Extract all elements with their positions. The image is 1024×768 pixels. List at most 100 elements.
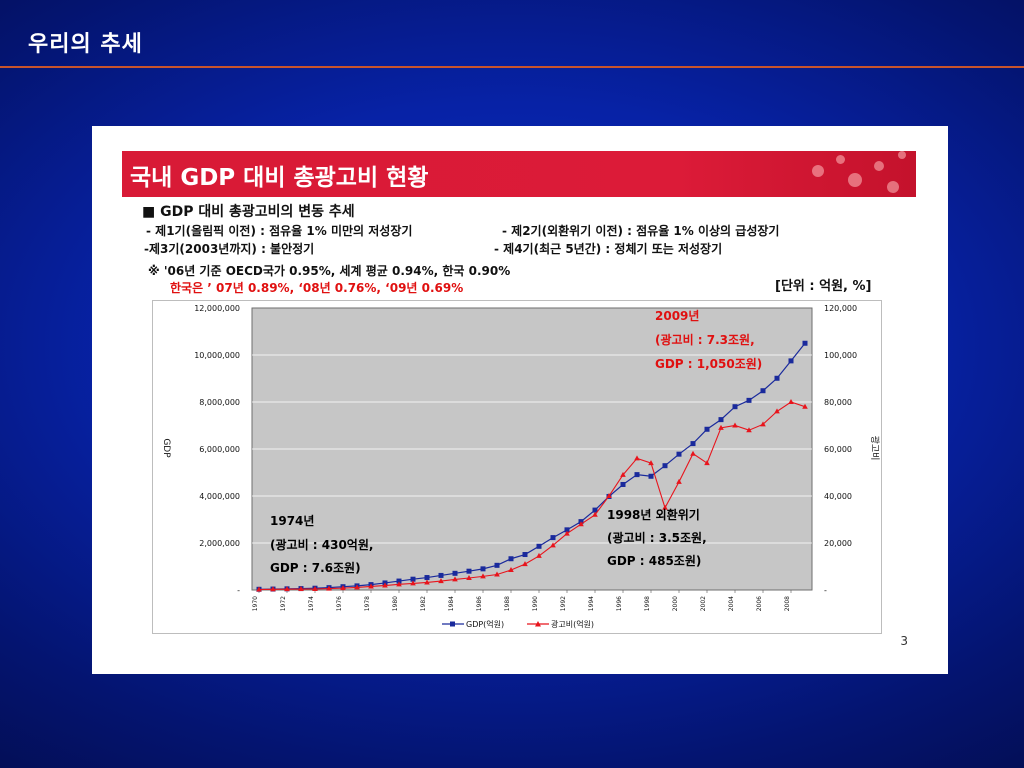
gdp-point: [438, 572, 444, 578]
annotation-1998-line-2: (광고비 : 3.5조원,: [607, 530, 707, 545]
ad-point: [382, 582, 388, 588]
x-tick-label: 1974: [308, 596, 315, 611]
gdp-point: [410, 576, 416, 582]
ad-point: [326, 585, 332, 591]
gdp-point: [452, 570, 458, 576]
y-left-tick-label: 12,000,000: [194, 304, 240, 313]
x-tick-label: 1994: [588, 596, 595, 611]
ad-point: [704, 460, 710, 466]
ad-point: [536, 552, 542, 558]
x-ticks: 1970 1972 1974 1976 1978 1980 1982 1984 1986 1988…: [252, 590, 792, 611]
y-right-axis-label: 광고비: [869, 436, 881, 461]
ad-point: [634, 455, 640, 461]
ad-point: [676, 478, 682, 484]
x-tick-label: 1970: [252, 596, 259, 611]
x-tick-label: 1978: [364, 596, 371, 611]
annotation-1998-line-1: 1998년 외환위기: [607, 507, 700, 522]
ad-point: [620, 471, 626, 477]
gdp-point: [494, 562, 500, 568]
ad-point: [480, 573, 486, 579]
period-1: - 제1기(올림픽 이전) : 점유율 1% 미만의 저성장기: [146, 224, 413, 238]
ad-point: [592, 511, 598, 517]
gdp-point: [634, 472, 640, 478]
gdp-point: [648, 473, 654, 479]
annotation-1974-line-3: GDP : 7.6조원): [270, 561, 361, 575]
x-tick-label: 1990: [532, 596, 539, 611]
y-left-tick-label: 8,000,000: [199, 398, 240, 407]
ad-point: [522, 561, 528, 567]
annotation-1974-line-1: 1974년: [270, 514, 314, 528]
annotation-1998-line-3: GDP : 485조원): [607, 554, 701, 568]
ad-line: [258, 401, 806, 591]
legend-gdp-marker: [450, 621, 455, 627]
x-tick-label: 2006: [756, 596, 763, 611]
ad-point: [746, 427, 752, 433]
ad-point: [466, 575, 472, 581]
ad-point: [648, 460, 654, 466]
x-tick-label: 1996: [616, 596, 623, 611]
gdp-line: [258, 342, 806, 590]
ad-point: [312, 585, 318, 591]
gdp-point: [620, 481, 626, 487]
gdp-point: [662, 463, 668, 469]
annotation-2009: 2009년 (광고비 : 7.3조원, GDP : 1,050조원): [655, 309, 762, 371]
ad-point: [284, 586, 290, 592]
y-right-tick-label: 20,000: [824, 539, 852, 548]
annotation-1998: 1998년 외환위기 (광고비 : 3.5조원, GDP : 485조원): [607, 507, 707, 568]
x-tick-label: 2004: [728, 596, 735, 611]
chart-svg: - 2,000,000 4,000,000 6,000,000 8,000,000 10,…: [152, 300, 882, 634]
korea-share-note: 한국은 ’ 07년 0.89%, ‘08년 0.76%, ‘09년 0.69%: [170, 281, 464, 295]
ad-point: [802, 403, 808, 409]
ad-point: [564, 530, 570, 536]
x-tick-label: 2000: [672, 596, 679, 611]
x-tick-label: 1986: [476, 596, 483, 611]
ad-point: [340, 585, 346, 591]
y-right-tick-label: 40,000: [824, 492, 852, 501]
series-ad: [256, 399, 808, 592]
legend-ad-label: 광고비(억원): [551, 619, 594, 629]
ad-point: [732, 422, 738, 428]
y-left-tick-label: 4,000,000: [199, 492, 240, 501]
y-right-tick-label: 60,000: [824, 445, 852, 454]
period-3: -제3기(2003년까지) : 불안정기: [144, 242, 315, 256]
gdp-point: [774, 375, 780, 381]
gdp-point: [522, 552, 528, 558]
y-right-tick-label: 80,000: [824, 398, 852, 407]
decor-dot: [812, 165, 824, 177]
y-left-tick-label: 6,000,000: [199, 445, 240, 454]
gdp-point: [746, 397, 752, 403]
annotation-1974-line-2: (광고비 : 430억원,: [270, 537, 373, 552]
gdp-point: [788, 358, 794, 364]
x-tick-label: 2002: [700, 596, 707, 611]
ad-point: [298, 586, 304, 592]
gdp-point: [480, 566, 486, 572]
gdp-point: [718, 417, 724, 423]
ad-point: [508, 567, 514, 573]
x-tick-label: 1984: [448, 596, 455, 611]
y-right-tick-label: -: [824, 586, 827, 595]
content-panel: 국내 GDP 대비 총광고비 현황 ■ GDP 대비 총광고비의 변동 추세 -…: [92, 126, 948, 674]
title-banner: 국내 GDP 대비 총광고비 현황: [122, 151, 916, 197]
x-tick-label: 1988: [504, 596, 511, 611]
ad-point: [690, 450, 696, 456]
ad-point: [424, 579, 430, 585]
gdp-point: [396, 578, 402, 584]
gdp-point: [466, 568, 472, 574]
annotation-2009-line-1: 2009년: [655, 309, 699, 323]
ad-point: [438, 578, 444, 584]
annotation-2009-line-2: (광고비 : 7.3조원,: [655, 332, 755, 347]
gdp-point: [424, 575, 430, 581]
y-left-ticks: - 2,000,000 4,000,000 6,000,000 8,000,000 10,…: [194, 304, 240, 595]
ad-point: [452, 576, 458, 582]
ad-point: [494, 571, 500, 577]
ad-point: [368, 583, 374, 589]
annotation-2009-line-3: GDP : 1,050조원): [655, 357, 762, 371]
ad-point: [256, 586, 262, 592]
x-tick-label: 1992: [560, 596, 567, 611]
chart-legend: GDP(억원) 광고비(억원): [442, 619, 594, 629]
gridlines: [252, 354, 812, 544]
gdp-point: [592, 507, 598, 513]
gdp-point: [732, 404, 738, 410]
unit-label: [단위 : 억원, %]: [775, 279, 872, 294]
ad-point: [354, 584, 360, 590]
